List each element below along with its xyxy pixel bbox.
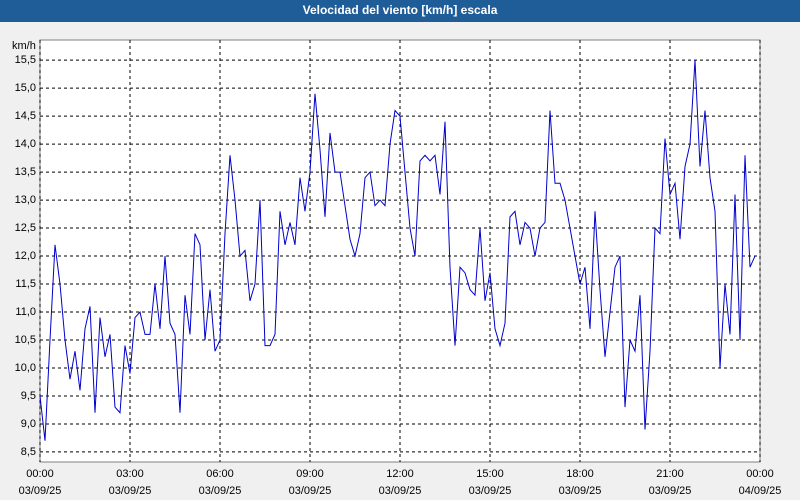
y-tick-label: 11,5 <box>15 278 36 290</box>
y-tick-label: 11,0 <box>15 306 36 318</box>
y-unit: km/h <box>12 40 36 52</box>
y-tick-label: 14,5 <box>15 110 36 122</box>
x-tick-date: 03/09/25 <box>199 485 242 497</box>
x-tick-label: 06:00 <box>206 468 234 480</box>
y-tick-label: 9,0 <box>21 418 36 430</box>
y-tick-label: 13,5 <box>15 166 36 178</box>
y-tick-label: 12,0 <box>15 250 36 262</box>
x-tick-label: 03:00 <box>116 468 144 480</box>
x-tick-label: 18:00 <box>566 468 594 480</box>
x-tick-date: 03/09/25 <box>469 485 512 497</box>
y-tick-label: 8,5 <box>21 446 36 458</box>
y-tick-label: 10,5 <box>15 334 36 346</box>
x-tick-date: 03/09/25 <box>649 485 692 497</box>
x-tick-date: 03/09/25 <box>289 485 332 497</box>
y-tick-label: 14,0 <box>15 138 36 150</box>
y-tick-label: 13,0 <box>15 194 36 206</box>
x-tick-label: 00:00 <box>746 468 774 480</box>
y-tick-label: 12,5 <box>15 222 36 234</box>
x-tick-label: 21:00 <box>656 468 684 480</box>
x-tick-label: 12:00 <box>386 468 414 480</box>
x-tick-date: 03/09/25 <box>379 485 422 497</box>
y-tick-label: 15,5 <box>15 54 36 66</box>
wind-line <box>39 60 756 441</box>
y-tick-label: 15,0 <box>15 82 36 94</box>
x-tick-label: 00:00 <box>26 468 54 480</box>
y-tick-label: 9,5 <box>21 390 36 402</box>
x-tick-date: 03/09/25 <box>109 485 152 497</box>
x-tick-label: 09:00 <box>296 468 324 480</box>
x-tick-date: 04/09/25 <box>739 485 782 497</box>
x-tick-label: 15:00 <box>476 468 504 480</box>
x-tick-date: 03/09/25 <box>559 485 602 497</box>
chart-title: Velocidad del viento [km/h] escala <box>303 3 498 17</box>
x-tick-date: 03/09/25 <box>19 485 62 497</box>
y-tick-label: 10,0 <box>15 362 36 374</box>
title-bar <box>0 0 800 22</box>
